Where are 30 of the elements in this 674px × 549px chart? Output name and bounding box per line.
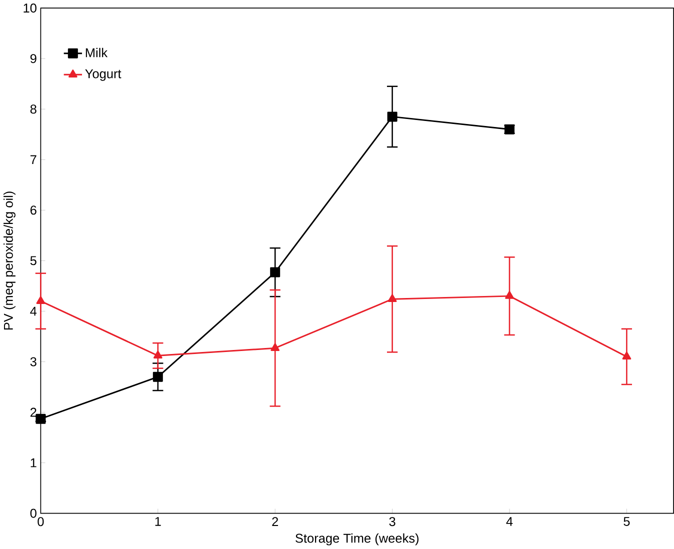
x-tick-label: 0 xyxy=(38,517,44,526)
point xyxy=(622,352,632,360)
y-tick-label: 6 xyxy=(30,206,36,215)
point xyxy=(152,372,163,382)
x-tick-label: 4 xyxy=(506,517,513,526)
y-tick-label: 1 xyxy=(30,458,36,468)
x-tick-label: 2 xyxy=(272,517,278,526)
x-axis-title: Storage Time (weeks) xyxy=(296,533,419,546)
point xyxy=(270,343,280,352)
point xyxy=(388,294,397,302)
x-tick-label: 3 xyxy=(389,517,396,526)
y-tick-label: 3 xyxy=(30,357,36,366)
point xyxy=(387,112,398,122)
point xyxy=(270,267,280,278)
y-tick-label: 5 xyxy=(30,256,36,266)
y-tick-label: 4 xyxy=(30,306,37,316)
point xyxy=(36,296,46,304)
y-tick-label: 0 xyxy=(30,508,36,518)
y-tick-label: 2 xyxy=(30,408,36,417)
point xyxy=(505,291,514,299)
y-tick-label: 10 xyxy=(24,4,36,13)
y-axis-title: PV (meq peroxide/kg oil) xyxy=(4,192,16,330)
legend-label: Milk xyxy=(86,48,108,58)
x-tick-label: 5 xyxy=(624,517,630,526)
legend-label: Yogurt xyxy=(85,69,122,81)
x-tick-label: 1 xyxy=(155,517,161,526)
y-tick-label: 8 xyxy=(30,104,36,114)
y-tick-label: 7 xyxy=(30,155,36,164)
y-tick-label: 9 xyxy=(30,54,36,64)
point xyxy=(153,350,162,359)
